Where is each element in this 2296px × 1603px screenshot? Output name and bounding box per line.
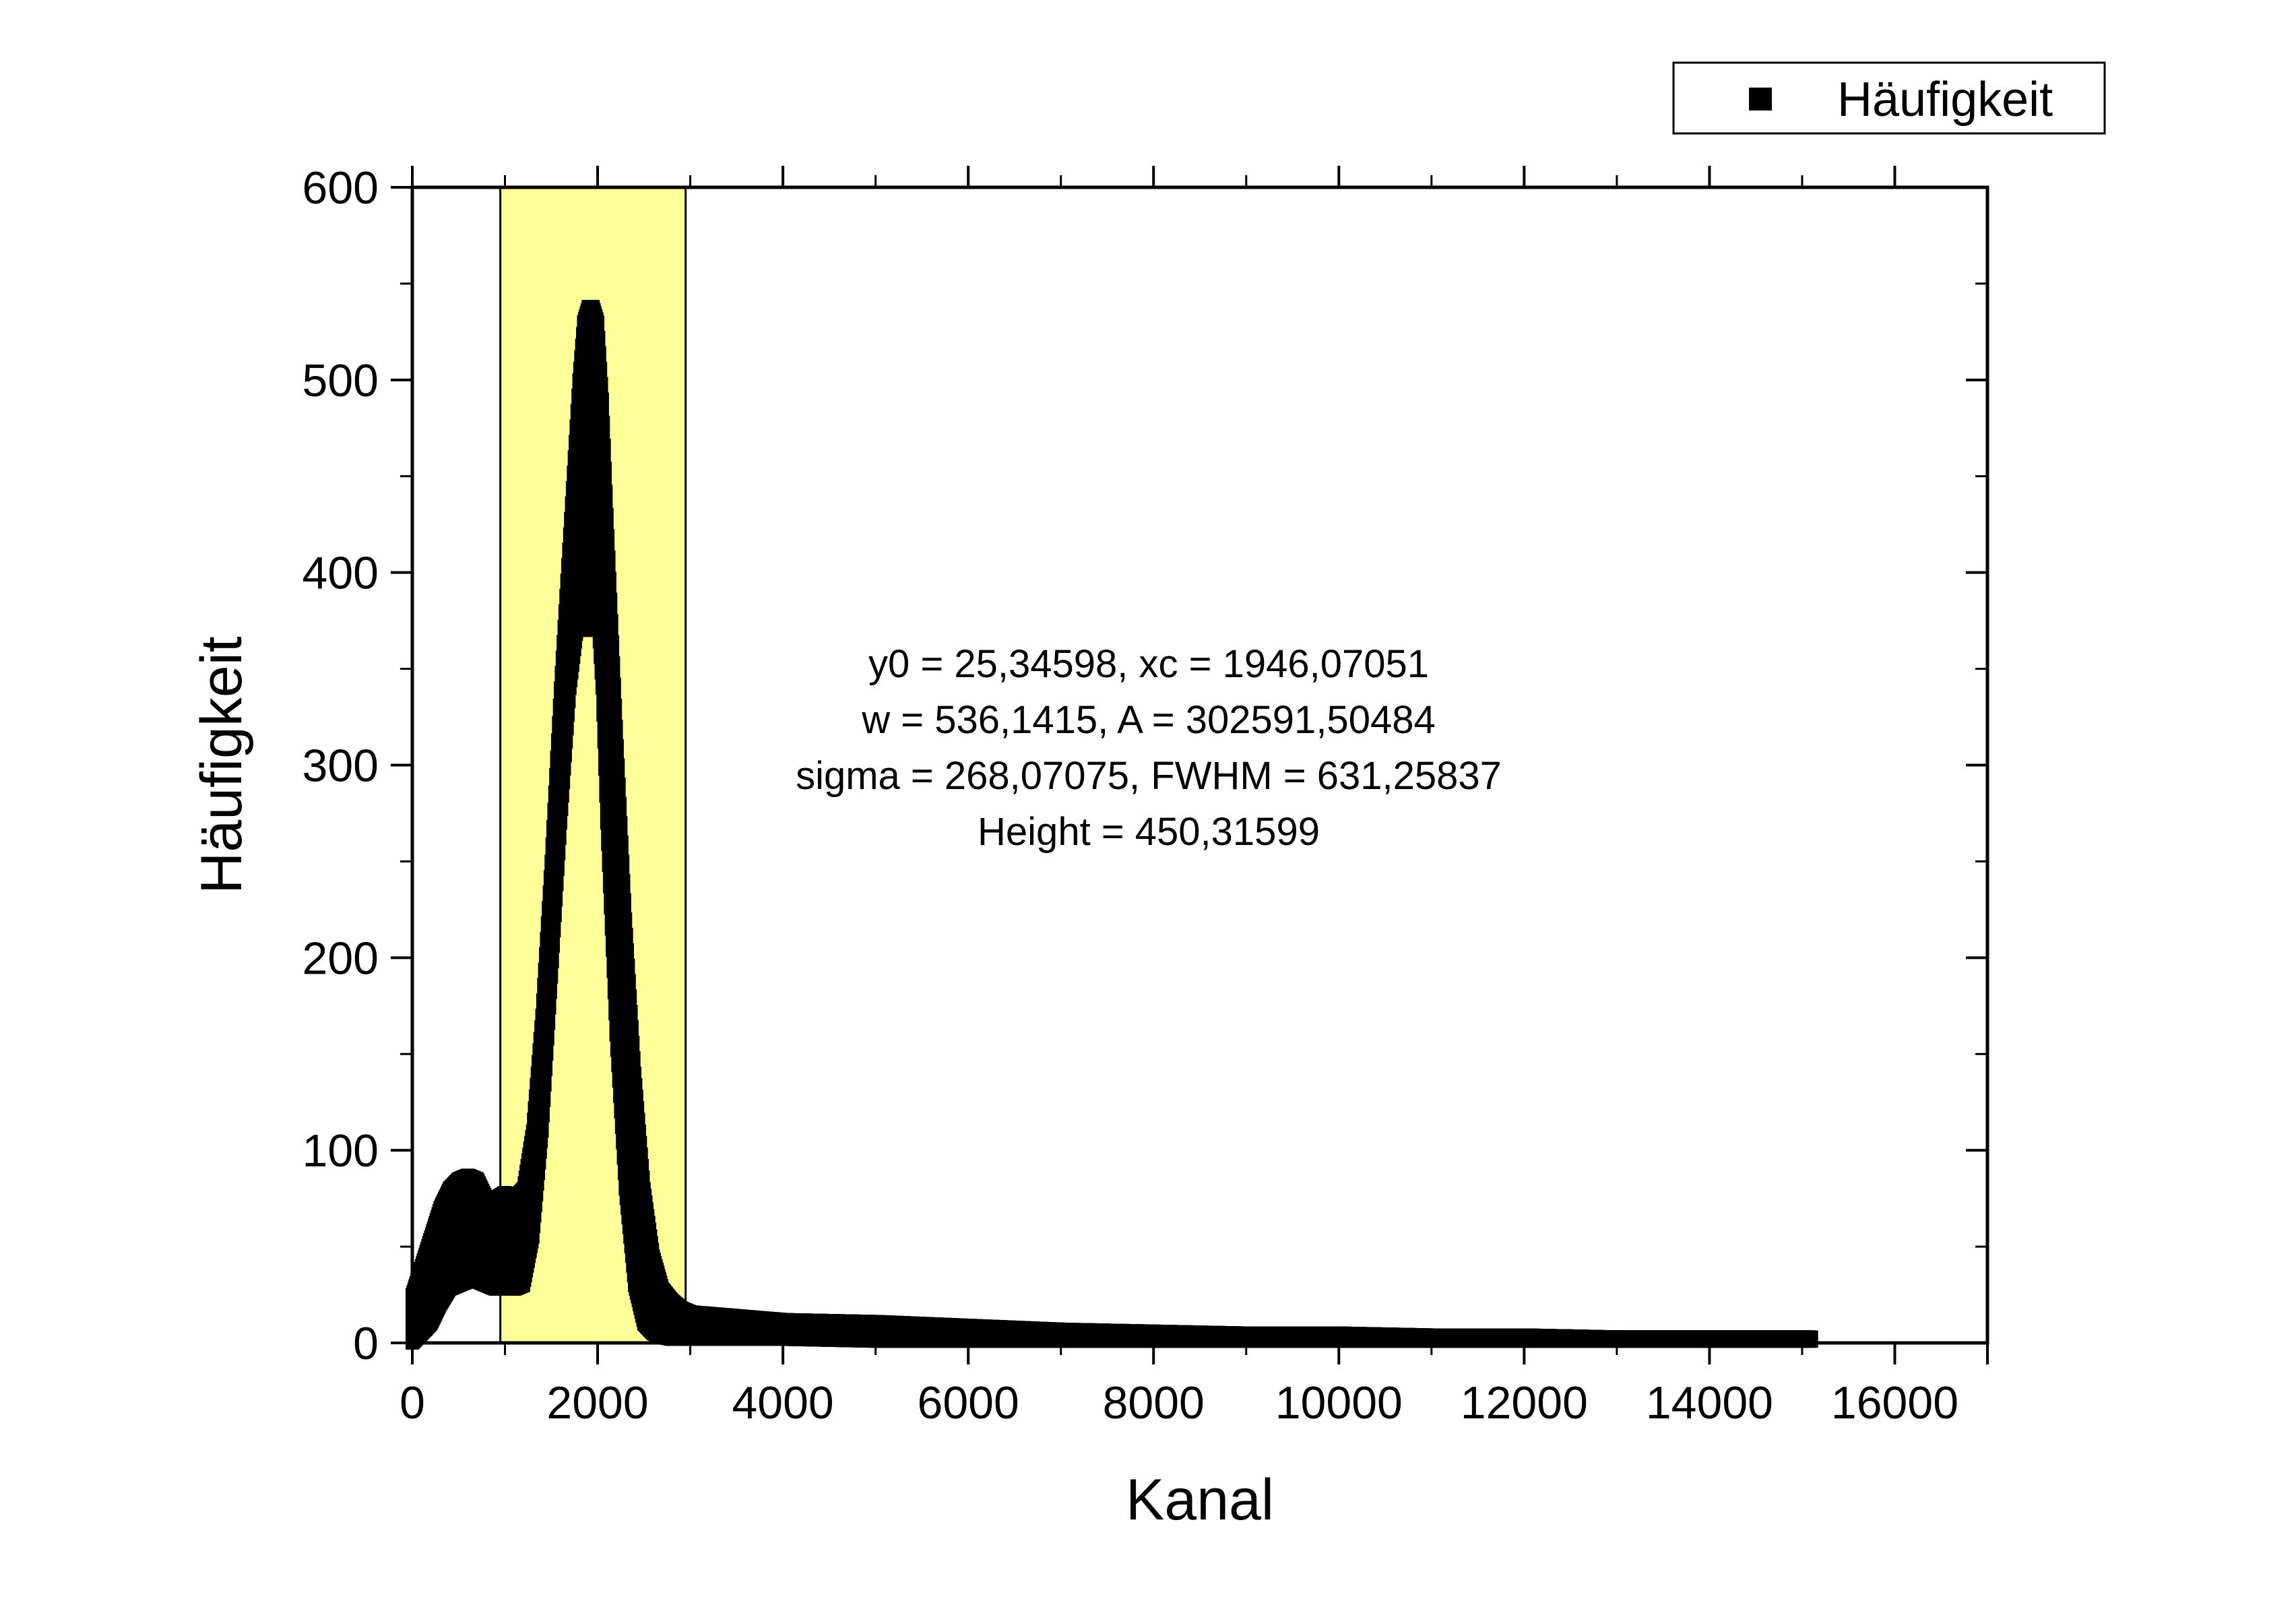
x-tick-label: 8000	[1103, 1377, 1205, 1428]
legend-marker-square-icon	[1749, 88, 1772, 111]
annotation-line: w = 536,1415, A = 302591,50484	[861, 698, 1435, 742]
legend-label: Häufigkeit	[1837, 73, 2053, 127]
x-tick-label: 0	[400, 1377, 425, 1428]
y-tick-label: 300	[302, 741, 379, 792]
data-marker	[1804, 1330, 1818, 1348]
x-tick-label: 14000	[1646, 1377, 1773, 1428]
x-tick-label: 10000	[1275, 1377, 1403, 1428]
annotation-line: Height = 450,31599	[978, 810, 1320, 854]
y-axis-title: Häufigkeit	[189, 636, 254, 894]
y-tick-label: 400	[302, 548, 379, 599]
label-layer: 0 2000 4000 6000 8000 10000 12000 14000 16000 0 10…	[302, 162, 1958, 1428]
y-tick-label: 600	[302, 162, 379, 214]
y-tick-label: 0	[353, 1318, 379, 1369]
tick-layer	[391, 166, 1989, 1364]
x-tick-label: 6000	[918, 1377, 1019, 1428]
x-tick-label: 4000	[732, 1377, 833, 1428]
annotation-line: y0 = 25,34598, xc = 1946,07051	[868, 642, 1429, 686]
x-tick-label: 2000	[546, 1377, 648, 1428]
y-tick-label: 200	[302, 933, 379, 984]
fit-parameters-annotation: y0 = 25,34598, xc = 1946,07051 w = 536,14…	[796, 642, 1502, 854]
x-tick-label: 12000	[1461, 1377, 1588, 1428]
legend: Häufigkeit	[1672, 61, 2106, 135]
x-tick-label: 16000	[1831, 1377, 1958, 1428]
annotation-line: sigma = 268,07075, FWHM = 631,25837	[796, 754, 1502, 798]
x-axis-title: Kanal	[1126, 1468, 1274, 1532]
legend-box	[1672, 61, 2106, 135]
y-tick-label: 100	[302, 1125, 379, 1176]
y-tick-label: 500	[302, 355, 379, 406]
